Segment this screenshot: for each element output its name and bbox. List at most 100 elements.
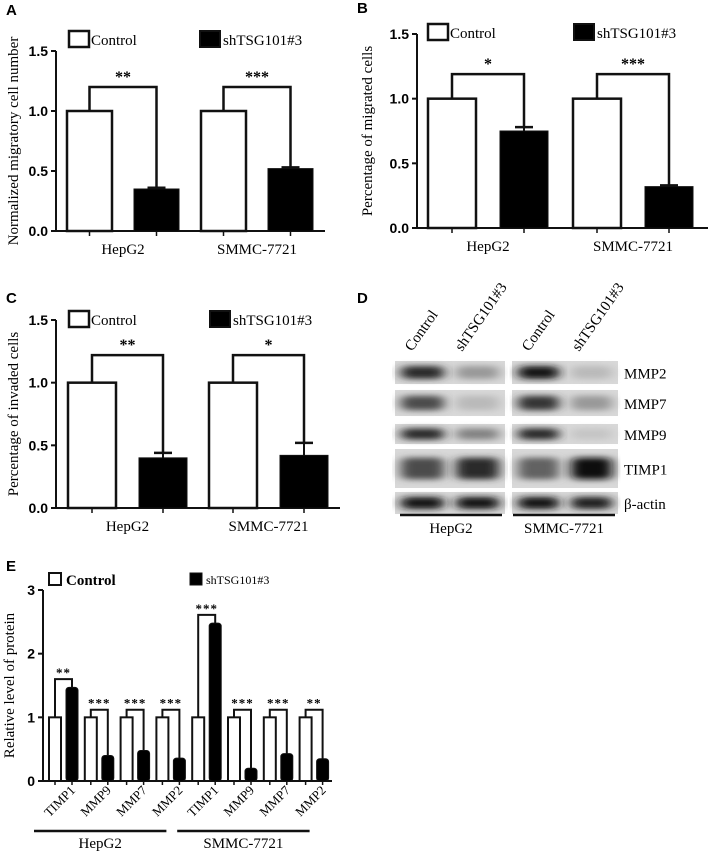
significance-bracket	[197, 613, 217, 718]
significance-bracket	[233, 708, 252, 769]
blot-band	[456, 366, 499, 379]
legend-label-treatment: shTSG101#3	[223, 33, 302, 49]
bar-treatment	[279, 454, 329, 509]
cell-line-label: HepG2	[429, 521, 472, 537]
y-tick-label: 0.0	[29, 500, 49, 516]
panel-a-chart: A 0.0 0.5 1.0 1.5 Normalized migratory cell n…	[6, 2, 325, 258]
significance-marker: *	[484, 56, 492, 73]
x-category-label: MMP7	[113, 782, 150, 819]
significance-marker: ***	[267, 696, 290, 711]
legend-swatch-treatment	[189, 572, 203, 586]
blot-band	[401, 395, 444, 411]
y-tick-label: 0.5	[29, 437, 49, 453]
blot-band	[456, 395, 499, 411]
protein-label: β-actin	[624, 497, 666, 513]
x-category-label: HepG2	[106, 519, 149, 535]
legend-swatch-treatment	[573, 23, 595, 41]
significance-marker: **	[120, 337, 136, 354]
blot-band	[518, 496, 559, 510]
group-label: HepG2	[79, 836, 122, 852]
blot-band	[571, 457, 612, 480]
y-tick-label: 1.0	[390, 91, 410, 107]
blot-band	[571, 366, 612, 379]
y-axis-label: Percentage of migrated cells	[360, 46, 376, 217]
x-category-label: TIMP1	[184, 783, 221, 820]
blot-band	[401, 428, 444, 440]
y-axis-label: Normalized migratory cell number	[6, 37, 22, 246]
protein-label: MMP7	[624, 397, 667, 413]
bar-treatment	[133, 188, 180, 232]
legend-swatch-control	[67, 29, 91, 49]
blot-band	[518, 366, 559, 379]
significance-bracket	[88, 85, 158, 188]
significance-bracket	[54, 678, 73, 718]
bar-treatment	[137, 749, 151, 782]
cell-line-label: SMMC-7721	[524, 521, 604, 537]
bar-control	[48, 716, 62, 782]
panel-b-chart: B 0.0 0.5 1.0 1.5 Percentage of migrated cell…	[357, 0, 708, 255]
bar-treatment	[172, 757, 186, 782]
panel-label: B	[357, 0, 368, 17]
legend-label-treatment: shTSG101#3	[597, 26, 676, 42]
lane-label: shTSG101#3	[569, 280, 628, 354]
y-tick-label: 0.0	[390, 220, 410, 236]
x-category-label: SMMC-7721	[228, 519, 308, 535]
panel-label: D	[357, 290, 368, 307]
panel-label: E	[6, 558, 16, 575]
bar-treatment	[138, 457, 188, 509]
blot-band	[401, 496, 444, 510]
significance-marker: ***	[195, 601, 218, 616]
legend-label-treatment: shTSG101#3	[233, 313, 312, 329]
significance-marker: ***	[245, 69, 269, 86]
significance-marker: **	[56, 665, 71, 680]
bar-control	[65, 109, 114, 233]
bar-treatment	[65, 686, 79, 782]
significance-marker: ***	[231, 696, 254, 711]
y-tick-label: 1.0	[29, 375, 49, 391]
significance-bracket	[89, 708, 109, 756]
legend-label-control: Control	[450, 26, 496, 42]
bar-control	[66, 381, 118, 510]
blot-band	[571, 496, 612, 510]
y-tick-label: 0.0	[29, 223, 49, 239]
x-category-label: HepG2	[466, 239, 509, 255]
blot-band	[518, 457, 559, 480]
blot-band	[401, 457, 444, 480]
x-category-label: MMP2	[292, 783, 329, 820]
x-category-label: TIMP1	[41, 783, 78, 820]
significance-bracket	[450, 72, 526, 128]
bar-treatment	[280, 753, 294, 782]
blot-band	[456, 457, 499, 480]
bar-treatment	[267, 168, 314, 232]
legend-label-control: Control	[91, 313, 137, 329]
bar-treatment	[499, 130, 549, 229]
y-tick-label: 1.5	[390, 26, 410, 42]
bar-control	[227, 716, 241, 782]
bar-control	[191, 716, 206, 782]
y-tick-label: 2	[27, 646, 35, 662]
blot-band	[571, 428, 612, 440]
blot-band	[518, 395, 559, 411]
y-tick-label: 1.0	[29, 103, 49, 119]
protein-label: TIMP1	[624, 463, 667, 479]
lane-label: shTSG101#3	[452, 280, 511, 354]
bar-control	[199, 109, 248, 233]
lane-label: Control	[402, 308, 441, 355]
x-category-label: SMMC-7721	[593, 239, 673, 255]
significance-marker: ***	[124, 696, 147, 711]
bar-control	[207, 381, 259, 510]
panel-c-chart: C 0.0 0.5 1.0 1.5 Percentage of invaded cells…	[6, 290, 340, 535]
legend-swatch-control	[48, 572, 62, 586]
significance-bracket	[222, 85, 292, 168]
bar-control	[426, 97, 478, 230]
bar-control	[83, 716, 98, 782]
panel-label: C	[6, 290, 17, 307]
significance-bracket	[231, 353, 306, 443]
legend-swatch-treatment	[209, 310, 231, 328]
y-tick-label: 0.5	[390, 155, 410, 171]
significance-marker: ***	[160, 696, 183, 711]
legend-swatch-control	[426, 22, 450, 42]
y-tick-label: 1	[27, 709, 35, 725]
